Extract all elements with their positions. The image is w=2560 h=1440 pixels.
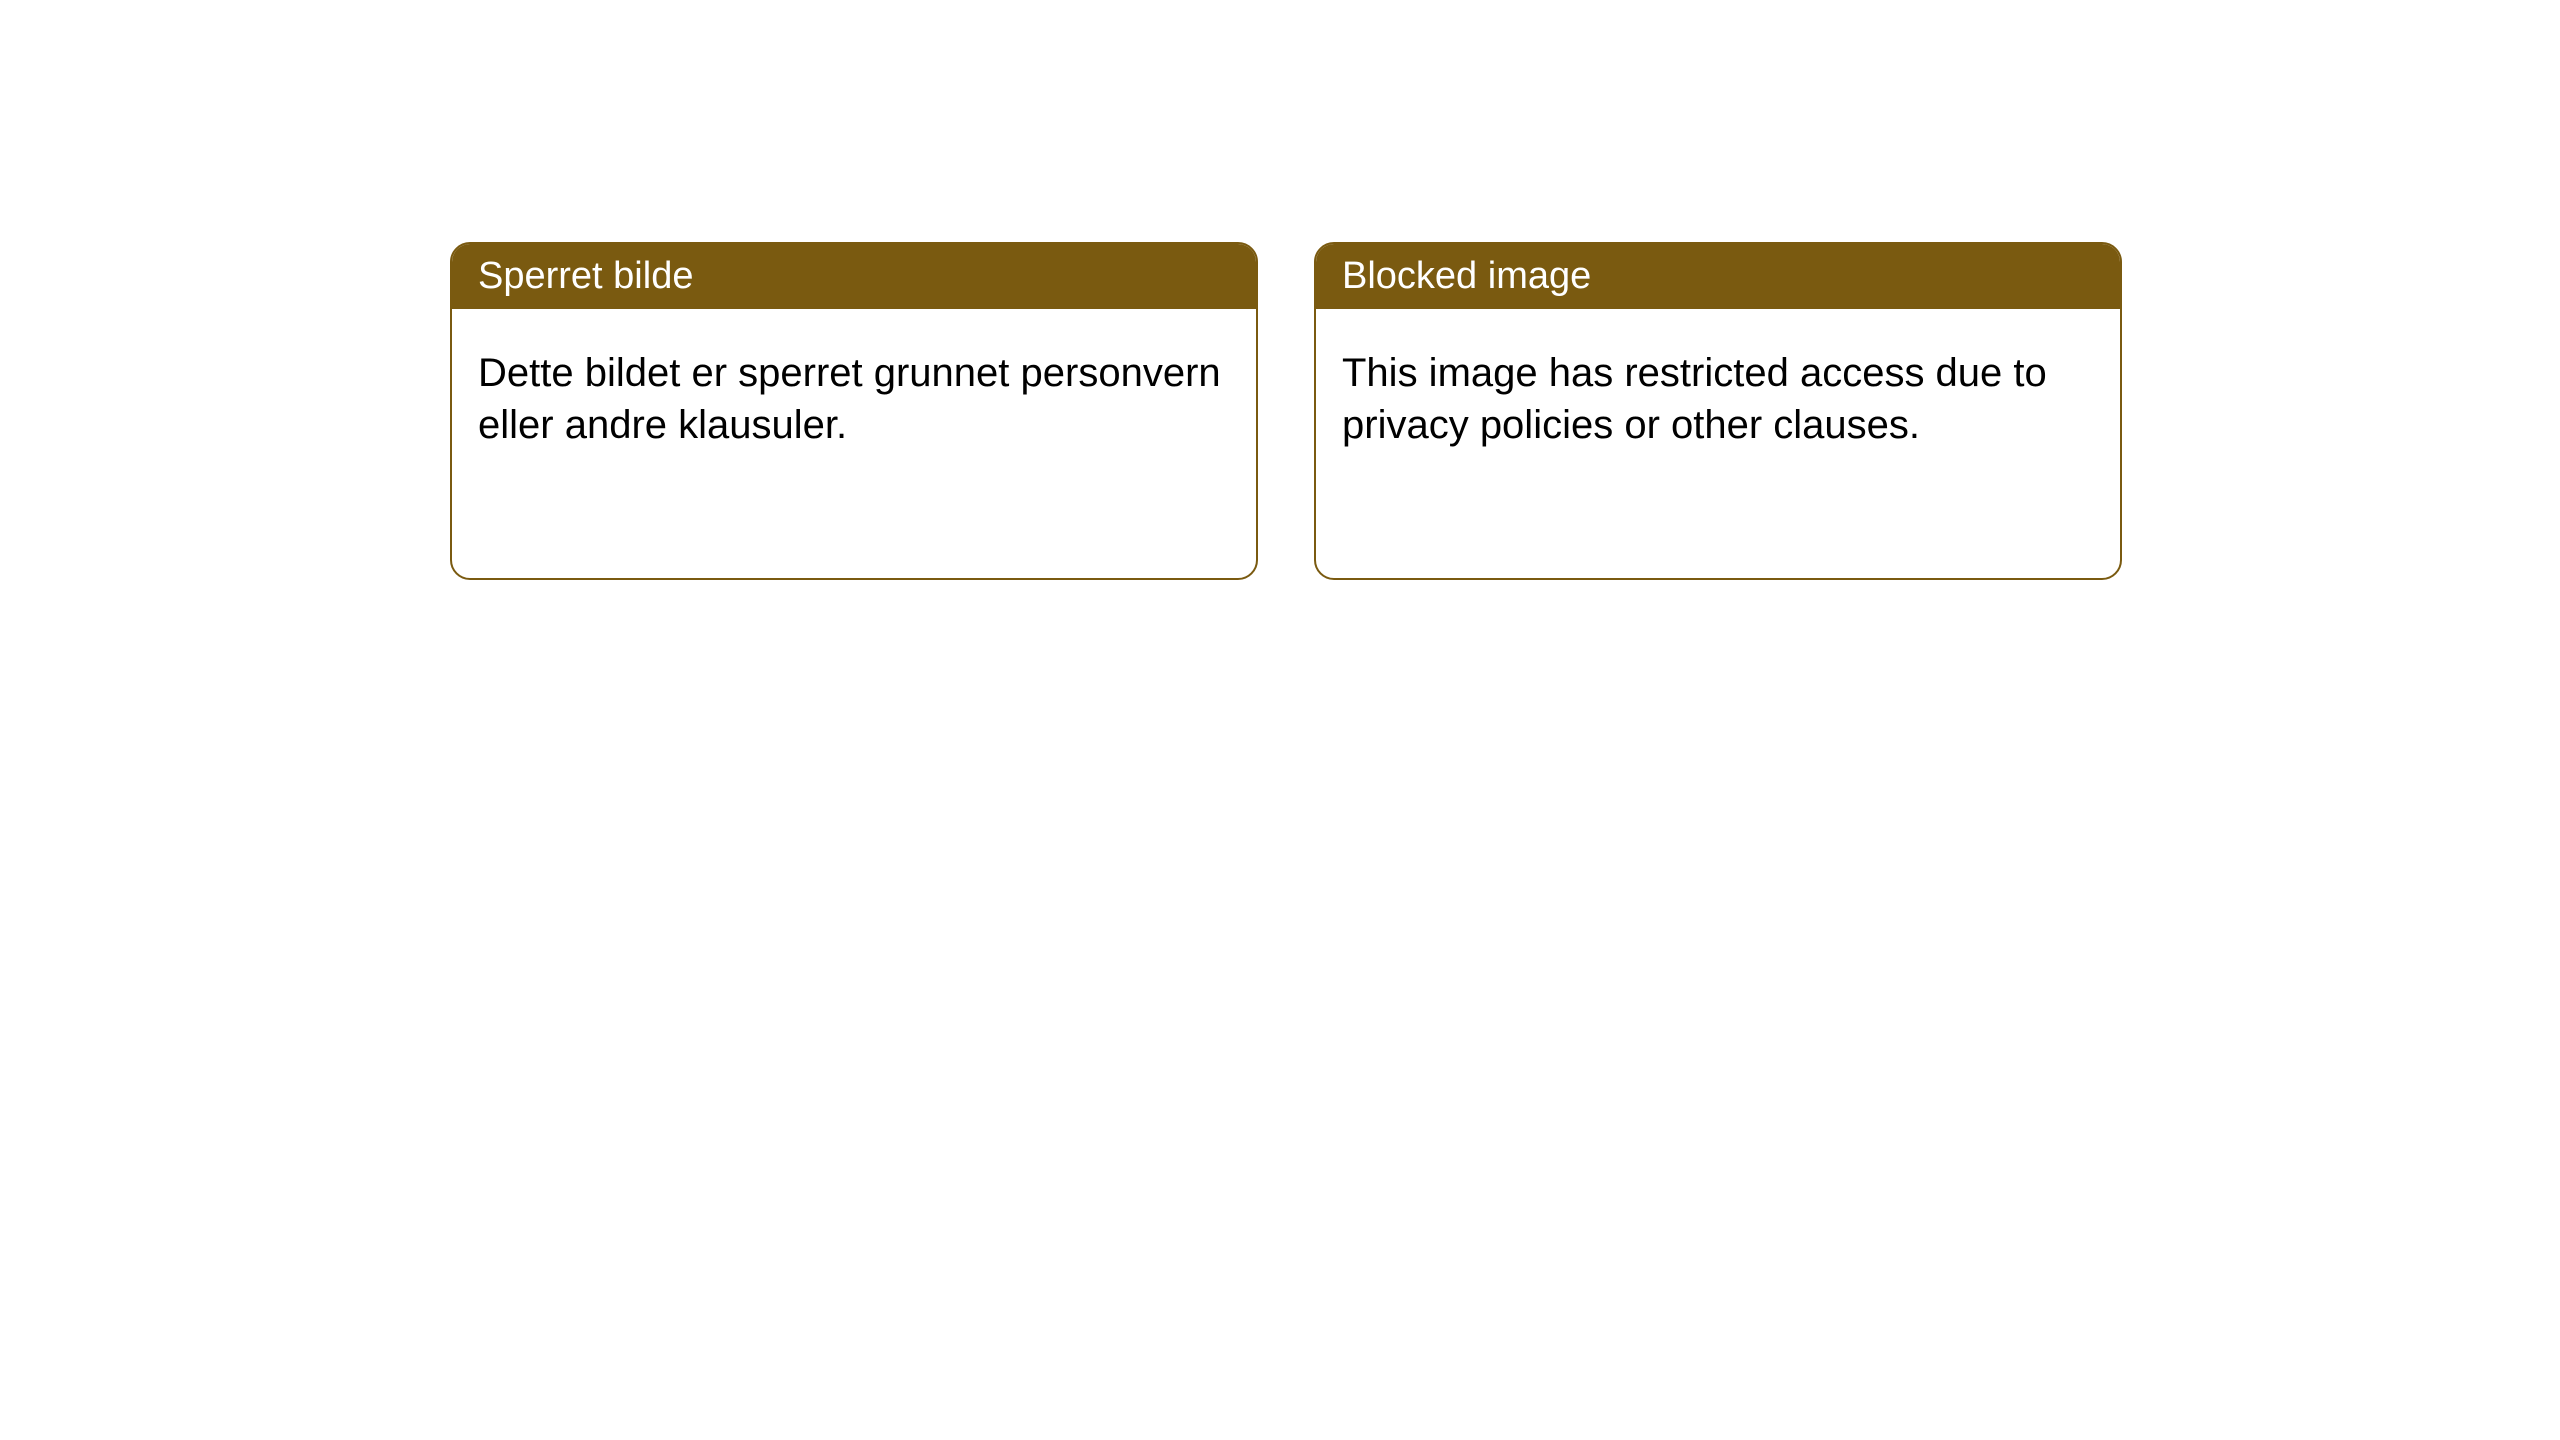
notice-container: Sperret bilde Dette bildet er sperret gr… [0, 0, 2560, 580]
notice-header-norwegian: Sperret bilde [452, 244, 1256, 309]
notice-header-english: Blocked image [1316, 244, 2120, 309]
notice-body-norwegian: Dette bildet er sperret grunnet personve… [452, 309, 1256, 489]
notice-message-english: This image has restricted access due to … [1342, 351, 2047, 447]
notice-title-norwegian: Sperret bilde [478, 255, 693, 297]
notice-message-norwegian: Dette bildet er sperret grunnet personve… [478, 351, 1221, 447]
notice-card-english: Blocked image This image has restricted … [1314, 242, 2122, 580]
notice-title-english: Blocked image [1342, 255, 1591, 297]
notice-card-norwegian: Sperret bilde Dette bildet er sperret gr… [450, 242, 1258, 580]
notice-body-english: This image has restricted access due to … [1316, 309, 2120, 489]
